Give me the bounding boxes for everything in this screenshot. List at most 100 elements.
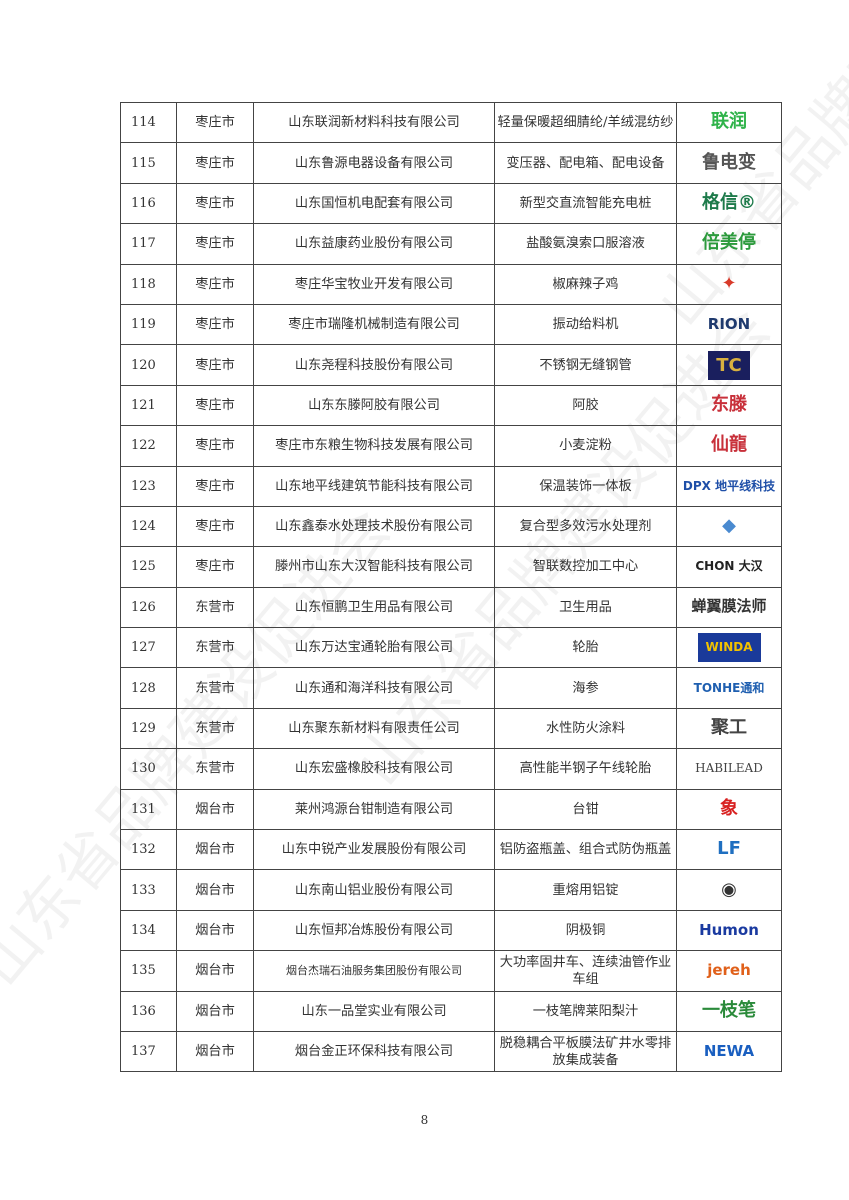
product-cell: 不锈钢无缝钢管 xyxy=(494,344,677,386)
row-number: 127 xyxy=(120,627,177,669)
city-cell: 枣庄市 xyxy=(176,142,254,184)
logo-cell: LF xyxy=(676,829,782,871)
brand-logo: LF xyxy=(717,838,741,860)
row-number: 135 xyxy=(120,950,177,992)
brand-logo: HABILEAD xyxy=(695,761,763,776)
row-number: 133 xyxy=(120,869,177,911)
table-row: 125 枣庄市 滕州市山东大汉智能科技有限公司 智联数控加工中心 CHON 大汉 xyxy=(120,546,782,588)
company-cell: 山东益康药业股份有限公司 xyxy=(253,223,495,265)
table-row: 130 东营市 山东宏盛橡胶科技有限公司 高性能半钢子午线轮胎 HABILEAD xyxy=(120,748,782,790)
brand-table: 114 枣庄市 山东联润新材料科技有限公司 轻量保暖超细腈纶/羊绒混纺纱 联润 115 枣庄… xyxy=(120,101,782,1073)
company-cell: 山东恒邦冶炼股份有限公司 xyxy=(253,909,495,952)
row-number: 114 xyxy=(120,101,177,144)
logo-cell: NEWA xyxy=(676,1030,782,1073)
city-cell: 烟台市 xyxy=(176,909,254,952)
company-cell: 山东恒鹏卫生用品有限公司 xyxy=(253,586,495,629)
table-row: 127 东营市 山东万达宝通轮胎有限公司 轮胎 WINDA xyxy=(120,627,782,669)
logo-cell: 东滕 xyxy=(676,384,782,427)
brand-logo: 蝉翼膜法师 xyxy=(691,597,767,616)
logo-cell: 仙龍 xyxy=(676,425,782,467)
city-cell: 烟台市 xyxy=(176,788,254,831)
logo-cell: 象 xyxy=(676,788,782,831)
brand-logo: 一枝笔 xyxy=(702,999,756,1021)
product-cell: 阴极铜 xyxy=(494,909,677,952)
product-cell: 轻量保暖超细腈纶/羊绒混纺纱 xyxy=(494,101,677,144)
table-row: 136 烟台市 山东一品堂实业有限公司 一枝笔牌莱阳梨汁 一枝笔 xyxy=(120,990,782,1032)
brand-logo: jereh xyxy=(707,960,751,979)
company-cell: 烟台金正环保科技有限公司 xyxy=(253,1030,495,1073)
table-row: 123 枣庄市 山东地平线建筑节能科技有限公司 保温装饰一体板 DPX 地平线科技 xyxy=(120,465,782,507)
logo-cell: ◉ xyxy=(676,869,782,911)
company-cell: 山东一品堂实业有限公司 xyxy=(253,990,495,1032)
table-row: 131 烟台市 莱州鸿源台钳制造有限公司 台钳 象 xyxy=(120,788,782,831)
city-cell: 东营市 xyxy=(176,707,254,750)
logo-cell: 聚工 xyxy=(676,707,782,750)
city-cell: 枣庄市 xyxy=(176,384,254,427)
product-cell: 变压器、配电箱、配电设备 xyxy=(494,142,677,184)
company-cell: 枣庄华宝牧业开发有限公司 xyxy=(253,263,495,305)
company-cell: 山东东滕阿胶有限公司 xyxy=(253,384,495,427)
table-row: 133 烟台市 山东南山铝业股份有限公司 重熔用铝锭 ◉ xyxy=(120,869,782,911)
brand-logo: ◆ xyxy=(722,515,736,537)
city-cell: 烟台市 xyxy=(176,990,254,1032)
product-cell: 阿胶 xyxy=(494,384,677,427)
row-number: 126 xyxy=(120,586,177,629)
brand-logo: RION xyxy=(707,314,751,333)
city-cell: 枣庄市 xyxy=(176,505,254,548)
company-cell: 山东鲁源电器设备有限公司 xyxy=(253,142,495,184)
product-cell: 重熔用铝锭 xyxy=(494,869,677,911)
row-number: 132 xyxy=(120,829,177,871)
logo-cell: TC xyxy=(676,344,782,386)
brand-logo: TC xyxy=(708,350,750,380)
product-cell: 振动给料机 xyxy=(494,303,677,346)
brand-logo: ◉ xyxy=(721,878,737,900)
logo-cell: RION xyxy=(676,303,782,346)
product-cell: 高性能半钢子午线轮胎 xyxy=(494,748,677,790)
product-cell: 智联数控加工中心 xyxy=(494,546,677,588)
row-number: 121 xyxy=(120,384,177,427)
row-number: 137 xyxy=(120,1030,177,1073)
row-number: 130 xyxy=(120,748,177,790)
city-cell: 枣庄市 xyxy=(176,101,254,144)
company-cell: 枣庄市瑞隆机械制造有限公司 xyxy=(253,303,495,346)
brand-logo: WINDA xyxy=(697,633,761,663)
company-cell: 山东尧程科技股份有限公司 xyxy=(253,344,495,386)
city-cell: 枣庄市 xyxy=(176,223,254,265)
product-cell: 海参 xyxy=(494,667,677,709)
product-cell: 一枝笔牌莱阳梨汁 xyxy=(494,990,677,1032)
company-cell: 山东鑫泰水处理技术股份有限公司 xyxy=(253,505,495,548)
product-cell: 铝防盗瓶盖、组合式防伪瓶盖 xyxy=(494,829,677,871)
table-row: 135 烟台市 烟台杰瑞石油服务集团股份有限公司 大功率固井车、连续油管作业车组 jer… xyxy=(120,950,782,992)
logo-cell: ◆ xyxy=(676,505,782,548)
row-number: 136 xyxy=(120,990,177,1032)
table-row: 120 枣庄市 山东尧程科技股份有限公司 不锈钢无缝钢管 TC xyxy=(120,344,782,386)
logo-cell: HABILEAD xyxy=(676,748,782,790)
table-row: 124 枣庄市 山东鑫泰水处理技术股份有限公司 复合型多效污水处理剂 ◆ xyxy=(120,505,782,548)
city-cell: 东营市 xyxy=(176,627,254,669)
brand-logo: ✦ xyxy=(721,272,737,294)
table-row: 128 东营市 山东通和海洋科技有限公司 海参 TONHE通和 xyxy=(120,667,782,709)
brand-logo: 倍美停 xyxy=(702,232,756,254)
product-cell: 保温装饰一体板 xyxy=(494,465,677,507)
logo-cell: 鲁电变 xyxy=(676,142,782,184)
brand-logo: 联润 xyxy=(711,111,747,133)
table-row: 115 枣庄市 山东鲁源电器设备有限公司 变压器、配电箱、配电设备 鲁电变 xyxy=(120,142,782,184)
logo-cell: WINDA xyxy=(676,627,782,669)
row-number: 116 xyxy=(120,182,177,225)
table-row: 129 东营市 山东聚东新材料有限责任公司 水性防火涂料 聚工 xyxy=(120,707,782,750)
table-row: 121 枣庄市 山东东滕阿胶有限公司 阿胶 东滕 xyxy=(120,384,782,427)
row-number: 134 xyxy=(120,909,177,952)
row-number: 124 xyxy=(120,505,177,548)
row-number: 125 xyxy=(120,546,177,588)
company-cell: 山东中锐产业发展股份有限公司 xyxy=(253,829,495,871)
product-cell: 复合型多效污水处理剂 xyxy=(494,505,677,548)
brand-logo: 象 xyxy=(720,797,738,819)
row-number: 118 xyxy=(120,263,177,305)
row-number: 123 xyxy=(120,465,177,507)
company-cell: 山东联润新材料科技有限公司 xyxy=(253,101,495,144)
brand-logo: 仙龍 xyxy=(711,434,747,456)
table-row: 134 烟台市 山东恒邦冶炼股份有限公司 阴极铜 Humon xyxy=(120,909,782,952)
city-cell: 东营市 xyxy=(176,667,254,709)
product-cell: 盐酸氨溴索口服溶液 xyxy=(494,223,677,265)
logo-cell: 联润 xyxy=(676,101,782,144)
